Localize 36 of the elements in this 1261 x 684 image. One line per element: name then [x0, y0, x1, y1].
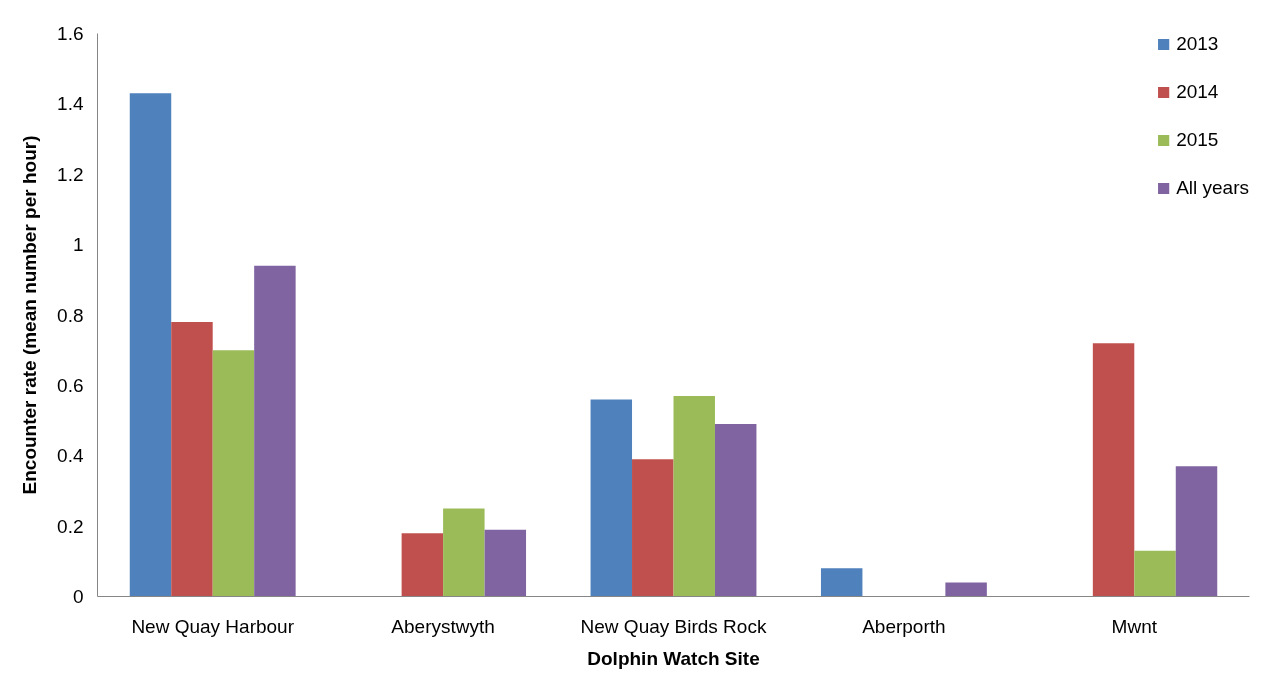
- y-tick-label: 1.6: [57, 23, 84, 44]
- bar: [590, 399, 633, 597]
- bar: [1092, 343, 1135, 597]
- y-axis-title: Encounter rate (mean number per hour): [19, 135, 41, 495]
- bar: [171, 322, 213, 597]
- y-tick-label: 0: [72, 586, 84, 607]
- x-tick-label: Aberystwyth: [391, 615, 495, 637]
- y-tick-label: 0.6: [57, 374, 84, 396]
- bar: [1175, 466, 1218, 597]
- y-tick-label: 1.4: [57, 93, 84, 115]
- legend-label: 2014: [1176, 81, 1219, 103]
- bar: [212, 350, 255, 597]
- bar: [401, 533, 444, 597]
- bar: [254, 265, 296, 597]
- x-tick-label: Aberporth: [862, 615, 946, 637]
- bar: [129, 93, 172, 597]
- x-tick-label: New Quay Birds Rock: [580, 615, 767, 637]
- legend-label: 2015: [1176, 129, 1219, 151]
- x-tick-label: Mwnt: [1111, 615, 1158, 637]
- bar: [1134, 550, 1176, 597]
- y-tick-label: 1: [72, 234, 84, 256]
- bar: [673, 395, 715, 597]
- y-tick-label: 0.2: [57, 515, 84, 537]
- x-axis-title: Dolphin Watch Site: [587, 647, 760, 669]
- legend-label: 2013: [1176, 33, 1219, 55]
- bar: [714, 424, 757, 597]
- legend-label: All years: [1176, 177, 1249, 199]
- bar: [632, 459, 674, 597]
- y-tick-label: 0.4: [57, 445, 84, 467]
- y-tick-label: 1.2: [57, 163, 84, 185]
- bar: [945, 582, 987, 597]
- bar: [443, 508, 485, 597]
- y-tick-label: 0.8: [57, 304, 84, 326]
- x-tick-label: New Quay Harbour: [131, 615, 295, 637]
- bar: [820, 568, 863, 597]
- bar: [484, 529, 527, 597]
